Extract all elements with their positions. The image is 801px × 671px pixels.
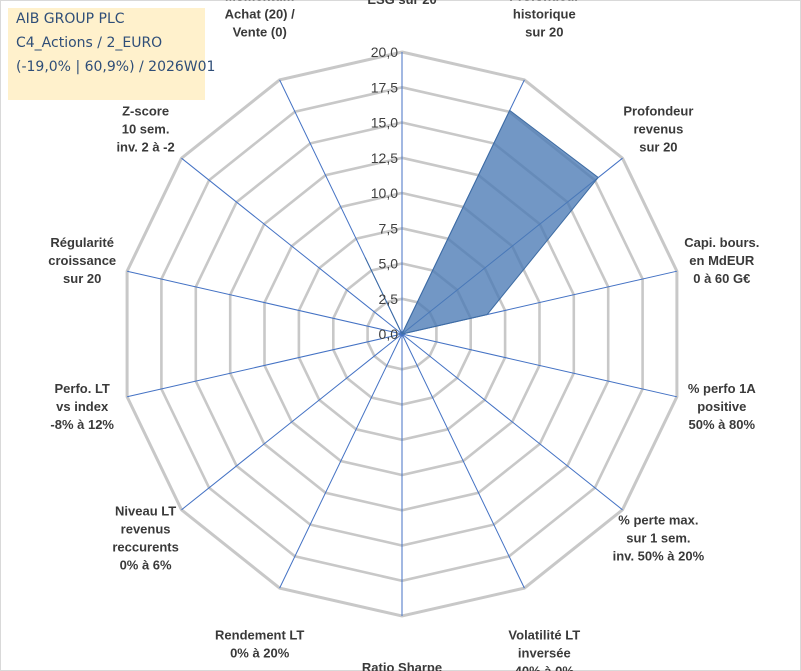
spoke-4 xyxy=(401,333,678,398)
axis-labels: NoteESG sur 20 Profondeurhistoriquesur 20… xyxy=(48,0,759,671)
axis-label-9: Niveau LT revenus reccurents 0% à 6% xyxy=(112,504,178,573)
data-point-2 xyxy=(597,177,599,178)
data-point-3 xyxy=(486,314,488,315)
tick-label-5: 12,5 xyxy=(371,150,398,166)
spoke-12 xyxy=(181,157,403,335)
spoke-8 xyxy=(279,333,403,589)
radial-tick-labels: 0,0 2,5 5,0 7,5 10,0 12,5 15,0 17,5 20,0 xyxy=(371,44,398,342)
axis-label-7: Ratio Sharpe0 à 1 xyxy=(362,660,442,671)
axis-label-11: Régularité croissance sur 20 xyxy=(48,235,116,286)
axis-label-0: NoteESG sur 20 xyxy=(367,0,436,7)
tick-label-2: 5,0 xyxy=(379,256,399,272)
axis-label-5: % perte max. sur 1 sem. inv. 50% à 20% xyxy=(613,513,705,564)
spoke-6 xyxy=(401,333,525,589)
spoke-5 xyxy=(401,333,623,511)
info-box: AIB GROUP PLC C4_Actions / 2_EURO (-19,0… xyxy=(8,8,215,100)
spoke-10 xyxy=(126,333,403,398)
axis-label-10: Perfo. LT vs index -8% à 12% xyxy=(50,381,114,432)
company-name: AIB GROUP PLC xyxy=(16,11,125,27)
axis-label-8: Rendement LT 0% à 20% xyxy=(215,628,304,661)
axis-label-2: Profondeur revenus sur 20 xyxy=(623,104,693,155)
spoke-9 xyxy=(181,333,403,511)
axis-label-1: Profondeurhistoriquesur 20 xyxy=(509,0,579,40)
tick-label-8: 20,0 xyxy=(371,44,398,60)
tick-label-6: 15,0 xyxy=(371,115,398,131)
tick-label-7: 17,5 xyxy=(371,79,398,95)
axis-label-12: Z-score 10 sem. inv. 2 à -2 xyxy=(116,104,174,155)
data-point-1 xyxy=(509,109,511,111)
tick-label-1: 2,5 xyxy=(379,291,399,307)
tick-label-4: 10,0 xyxy=(371,185,398,201)
axis-label-4: % perfo 1A positive 50% à 80% xyxy=(688,381,757,432)
data-point-13 xyxy=(364,257,366,259)
range-period-label: (-19,0% | 60,9%) / 2026W01 xyxy=(16,59,216,75)
radar-series xyxy=(364,109,599,336)
axis-label-3: Capi. bours. en MdEUR 0 à 60 G€ xyxy=(684,235,759,286)
axis-label-6: Volatilité LT inversée 40% à 0% xyxy=(508,628,580,671)
spoke-11 xyxy=(126,270,403,335)
tick-label-3: 7,5 xyxy=(379,220,399,236)
tick-label-0: 0,0 xyxy=(379,326,399,342)
axis-label-13: MomentumAchat (20) /Vente (0) xyxy=(225,0,295,40)
category-label: C4_Actions / 2_EURO xyxy=(16,35,163,51)
data-point-12 xyxy=(401,333,403,335)
